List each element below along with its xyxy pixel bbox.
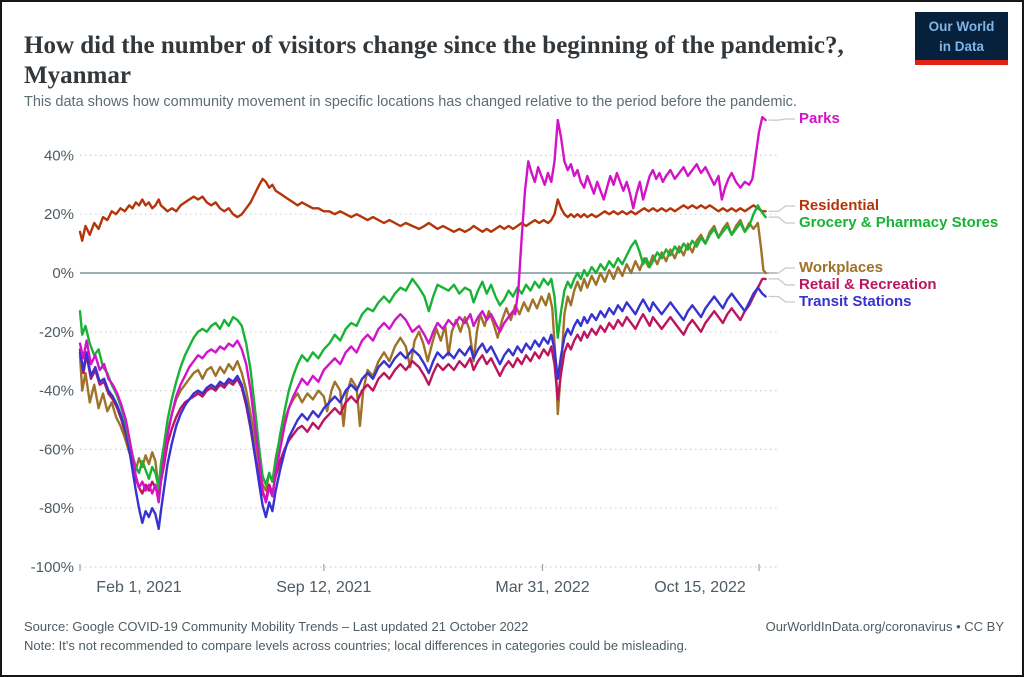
y-axis-tick-label: -40% [39,383,74,400]
x-axis-tick-label: Sep 12, 2021 [276,579,371,596]
y-axis-tick-label: 20% [44,206,74,223]
owid-logo[interactable]: Our World in Data [915,12,1008,65]
owid-logo-line1: Our World [928,19,995,34]
line-workplaces[interactable] [78,218,767,492]
legend-connector-residential [768,205,795,212]
y-axis-tick-label: 40% [44,147,74,164]
owid-link[interactable]: OurWorldInData.org/coronavirus • CC BY [765,619,1004,634]
legend-label-transit-stations[interactable]: Transit Stations [799,293,912,310]
source-text: Source: Google COVID-19 Community Mobili… [24,619,529,634]
legend-connector-workplaces [768,267,795,274]
legend-connector-transit-stations [768,295,795,303]
legend-connector-retail-recreation [768,278,795,286]
x-axis-tick-label: Mar 31, 2022 [495,579,589,596]
legend-label-retail-recreation[interactable]: Retail & Recreation [799,276,937,293]
line-retail-recreation[interactable] [78,277,767,501]
x-axis-tick-label: Oct 15, 2022 [654,579,746,596]
note-text: Note: It's not recommended to compare le… [24,638,688,653]
chart-subtitle: This data shows how community movement i… [24,93,797,110]
y-axis-tick-label: 0% [52,265,74,282]
legend-label-grocery-pharmacy-stores[interactable]: Grocery & Pharmacy Stores [799,214,999,231]
line-grocery-pharmacy-stores[interactable] [78,204,767,489]
legend-label-residential[interactable]: Residential [799,197,880,214]
legend-label-parks[interactable]: Parks [799,110,840,127]
legend-connector-parks [768,118,795,121]
x-axis-tick-label: Feb 1, 2021 [96,579,182,596]
y-axis-tick-label: -60% [39,441,74,458]
y-axis-tick-label: -100% [31,559,74,576]
line-parks[interactable] [78,115,767,504]
legend-connector-grocery-pharmacy-stores [768,216,795,224]
line-residential[interactable] [78,177,767,242]
line-transit-stations[interactable] [78,286,767,530]
owid-logo-line2: in Data [938,38,984,54]
chart-title: How did the number of visitors change si… [24,31,844,89]
y-axis-tick-label: -20% [39,324,74,341]
legend-label-workplaces[interactable]: Workplaces [799,259,883,276]
y-axis-tick-label: -80% [39,500,74,517]
